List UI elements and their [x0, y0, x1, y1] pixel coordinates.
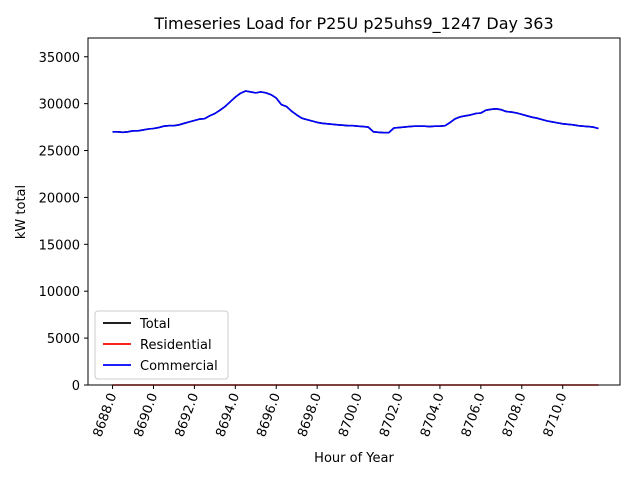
y-tick-label: 15000 [39, 238, 80, 253]
y-tick-label: 20000 [39, 191, 80, 206]
x-tick-label: 8704.0 [418, 391, 448, 439]
x-tick-label: 8692.0 [173, 391, 203, 439]
y-axis-label: kW total [14, 185, 29, 239]
x-axis-ticks: 8688.0 8690.0 8692.0 8694.0 8696.0 8698.0 8700… [91, 385, 571, 439]
x-tick-label: 8708.0 [500, 391, 530, 439]
x-tick-label: 8706.0 [459, 391, 489, 439]
x-tick-label: 8694.0 [213, 391, 243, 439]
chart-title: Timeseries Load for P25U p25uhs9_1247 Da… [153, 14, 553, 34]
y-axis-ticks: 0 5000 10000 15000 20000 25000 30000 35000 [39, 51, 88, 394]
legend-label-commercial: Commercial [140, 359, 218, 374]
x-tick-label: 8710.0 [541, 391, 571, 439]
x-tick-label: 8696.0 [254, 391, 284, 439]
x-tick-label: 8690.0 [132, 391, 162, 439]
legend-box [94, 310, 229, 380]
legend-label-total: Total [139, 317, 170, 332]
legend: Total Residential Commercial [94, 310, 229, 380]
y-tick-label: 25000 [39, 145, 80, 160]
x-tick-label: 8698.0 [295, 391, 325, 439]
plot-frame [87, 37, 621, 386]
y-tick-label: 35000 [39, 51, 80, 66]
series-line-commercial [112, 90, 599, 134]
legend-label-residential: Residential [140, 338, 212, 353]
y-tick-label: 10000 [39, 285, 80, 300]
y-tick-label: 30000 [39, 98, 80, 113]
x-tick-label: 8700.0 [336, 391, 366, 439]
x-tick-label: 8688.0 [91, 391, 121, 439]
x-tick-label: 8702.0 [377, 391, 407, 439]
y-tick-label: 0 [72, 379, 80, 394]
y-tick-label: 5000 [47, 332, 80, 347]
x-axis-label: Hour of Year [314, 451, 394, 466]
